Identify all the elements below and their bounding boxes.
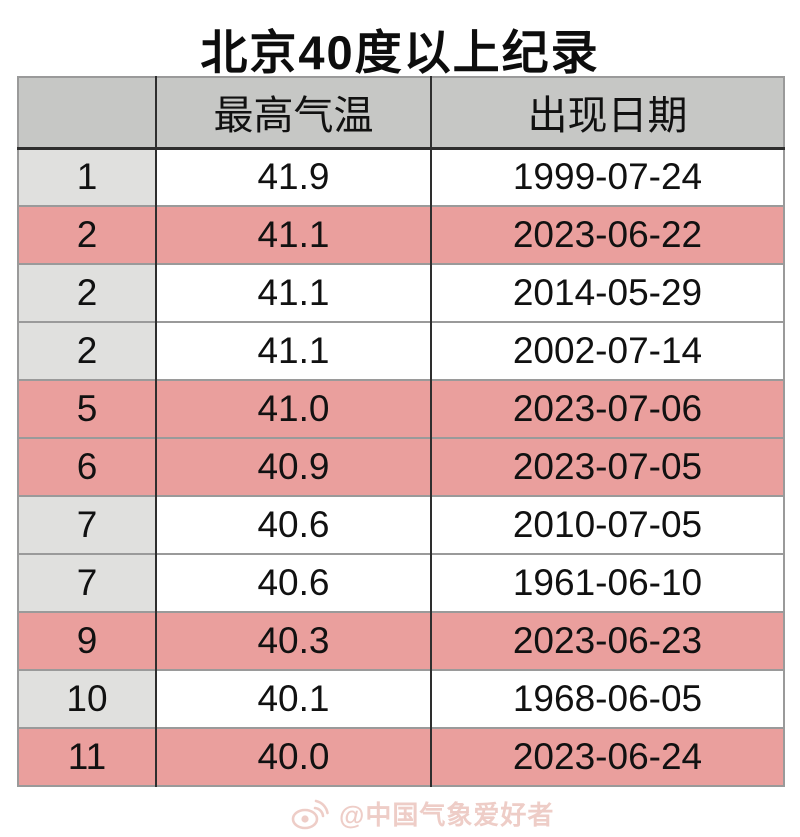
temp-cell: 41.1 [155, 263, 431, 322]
weibo-logo-icon [291, 798, 329, 830]
date-cell: 2023-07-06 [430, 379, 784, 438]
table-row: 7 40.6 2010-07-05 [18, 495, 784, 554]
temp-cell: 40.6 [155, 553, 431, 612]
table-row: 11 40.0 2023-06-24 [18, 727, 784, 786]
table-header: 最高气温 出现日期 [18, 77, 784, 150]
rank-cell: 11 [18, 727, 156, 786]
header-cell-date: 出现日期 [430, 77, 784, 150]
table-row: 6 40.9 2023-07-05 [18, 437, 784, 496]
table-body: 1 41.9 1999-07-24 2 41.1 2023-06-22 2 41… [18, 148, 784, 786]
watermark-text: @中国气象爱好者 [339, 800, 555, 830]
table-row: 7 40.6 1961-06-10 [18, 553, 784, 612]
temp-cell: 40.9 [155, 437, 431, 496]
date-cell: 2010-07-05 [430, 495, 784, 554]
header-cell-rank [18, 77, 156, 150]
rank-cell: 1 [18, 148, 156, 206]
rank-cell: 10 [18, 669, 156, 728]
rank-cell: 7 [18, 553, 156, 612]
temp-cell: 40.6 [155, 495, 431, 554]
temp-cell: 40.0 [155, 727, 431, 786]
temp-cell: 41.1 [155, 321, 431, 380]
temp-cell: 41.9 [155, 148, 431, 206]
date-cell: 1968-06-05 [430, 669, 784, 728]
table-row: 10 40.1 1968-06-05 [18, 669, 784, 728]
date-cell: 2023-07-05 [430, 437, 784, 496]
date-cell: 2023-06-22 [430, 205, 784, 264]
table-row: 5 41.0 2023-07-06 [18, 379, 784, 438]
table-row: 2 41.1 2014-05-29 [18, 263, 784, 322]
temp-cell: 40.3 [155, 611, 431, 670]
temp-cell: 41.1 [155, 205, 431, 264]
table-row: 2 41.1 2023-06-22 [18, 205, 784, 264]
rank-cell: 2 [18, 321, 156, 380]
header-cell-max-temp: 最高气温 [155, 77, 431, 150]
rank-cell: 2 [18, 263, 156, 322]
rank-cell: 7 [18, 495, 156, 554]
table-row: 2 41.1 2002-07-14 [18, 321, 784, 380]
rank-cell: 9 [18, 611, 156, 670]
rank-cell: 2 [18, 205, 156, 264]
date-cell: 1961-06-10 [430, 553, 784, 612]
records-table: 最高气温 出现日期 1 41.9 1999-07-24 2 41.1 2023-… [17, 76, 785, 787]
date-cell: 1999-07-24 [430, 148, 784, 206]
table-row: 9 40.3 2023-06-23 [18, 611, 784, 670]
watermark: @中国气象爱好者 [291, 795, 554, 832]
temp-cell: 40.1 [155, 669, 431, 728]
rank-cell: 5 [18, 379, 156, 438]
date-cell: 2023-06-23 [430, 611, 784, 670]
header-row: 最高气温 出现日期 [18, 77, 784, 150]
date-cell: 2002-07-14 [430, 321, 784, 380]
date-cell: 2023-06-24 [430, 727, 784, 786]
table-row: 1 41.9 1999-07-24 [18, 148, 784, 206]
rank-cell: 6 [18, 437, 156, 496]
date-cell: 2014-05-29 [430, 263, 784, 322]
page-title: 北京40度以上纪录 [200, 26, 600, 79]
temp-cell: 41.0 [155, 379, 431, 438]
